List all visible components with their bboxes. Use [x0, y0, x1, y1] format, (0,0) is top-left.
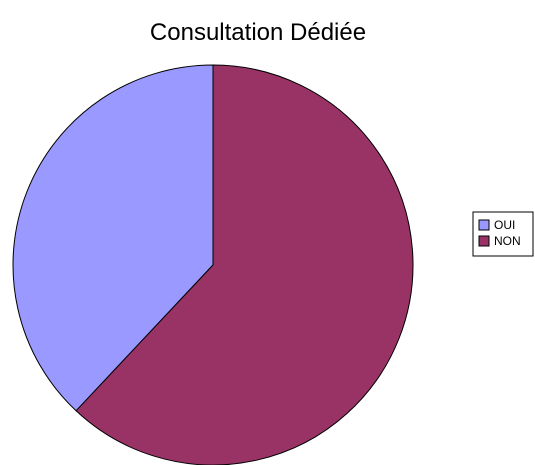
legend-swatch — [478, 219, 490, 231]
pie-slice — [75, 64, 414, 465]
legend-box — [472, 211, 534, 257]
pie-slice — [12, 64, 214, 412]
legend-label: OUI — [494, 218, 515, 232]
chart-title: Consultation Dédiée — [150, 19, 366, 46]
legend-label: NON — [494, 234, 521, 248]
legend-swatch — [478, 235, 490, 247]
